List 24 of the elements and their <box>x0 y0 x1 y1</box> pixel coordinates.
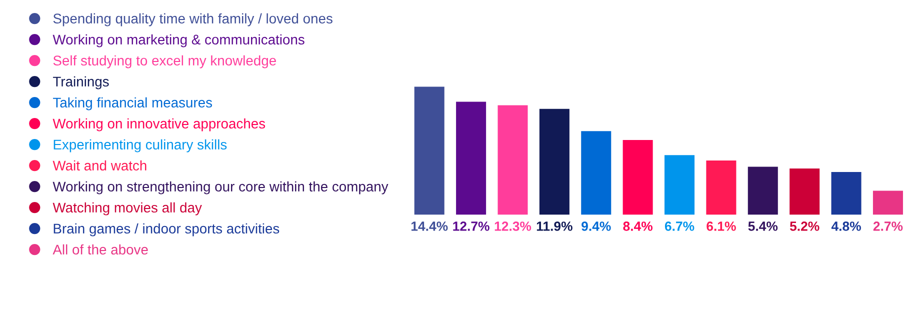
legend-label: Experimenting culinary skills <box>54 139 227 152</box>
data-label: 11.9% <box>536 222 572 231</box>
legend-label: Self studying to excel my knowledge <box>53 55 276 68</box>
legend-label: Watching movies all day <box>52 202 202 216</box>
legend-label: Taking financial measures <box>53 97 212 110</box>
legend-label: Working on strengthening our core within the company <box>52 181 388 194</box>
legend-label: Working on innovative approaches <box>52 118 266 132</box>
data-label: 9.4% <box>582 222 611 231</box>
legend-label: Brain games / indoor sports activities <box>54 223 280 236</box>
data-label: 14.4% <box>411 222 448 231</box>
data-label: 2.7% <box>873 222 903 231</box>
legend-label: Working on marketing & communications <box>52 34 304 48</box>
legend-label: Wait and watch <box>52 160 146 171</box>
legend-label: All of the above <box>52 244 148 255</box>
data-label: 6.1% <box>706 222 736 231</box>
data-label: 6.7% <box>664 222 694 231</box>
data-label: 8.4% <box>623 222 653 231</box>
legend-label: Trainings <box>53 76 109 90</box>
data-label: 5.2% <box>790 222 820 231</box>
legend-label: Spending quality time with family / loved ones <box>53 13 332 26</box>
data-label: 12.3% <box>494 222 532 231</box>
data-label: 4.8% <box>831 222 861 231</box>
data-label: 5.4% <box>748 222 778 231</box>
data-label: 12.7% <box>453 222 490 231</box>
